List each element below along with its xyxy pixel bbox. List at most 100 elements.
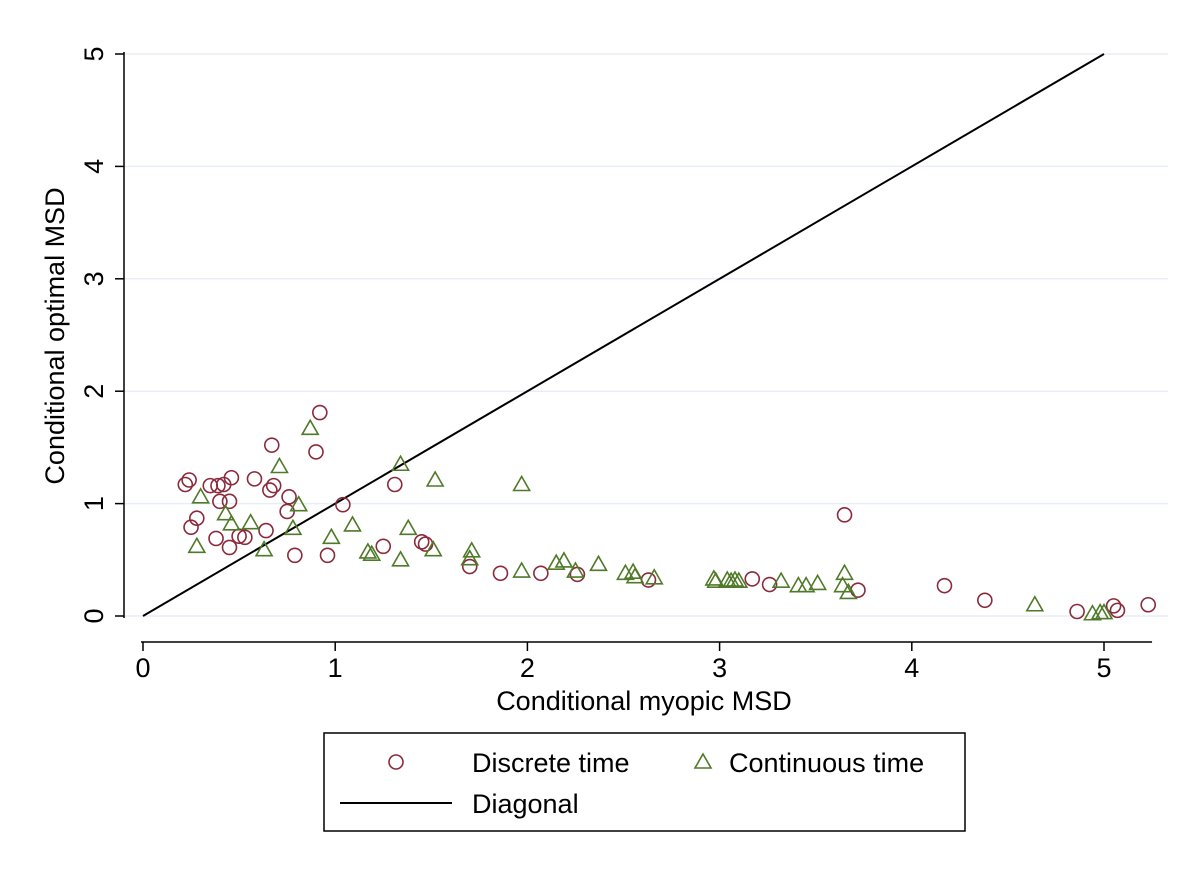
continuous-point: [616, 563, 635, 581]
x-tick-label: 2: [520, 653, 535, 683]
x-tick-label: 1: [328, 653, 343, 683]
discrete-point: [977, 592, 993, 609]
continuous-point: [835, 563, 854, 581]
continuous-point: [391, 454, 410, 472]
y-tick-label: 2: [79, 384, 109, 399]
discrete-point: [212, 493, 228, 510]
discrete-point: [319, 547, 336, 564]
continuous-point: [1083, 604, 1102, 621]
x-tick-label: 3: [712, 653, 727, 683]
y-tick-label: 3: [79, 271, 109, 286]
discrete-point: [308, 444, 324, 460]
x-axis-title: Conditional myopic MSD: [496, 686, 792, 716]
discrete-point: [210, 477, 226, 494]
continuous-point: [191, 487, 211, 504]
y-tick-label: 1: [79, 496, 109, 511]
continuous-point: [460, 549, 480, 566]
discrete-point: [1109, 602, 1126, 619]
continuous-point: [625, 567, 645, 584]
x-tick-label: 5: [1096, 653, 1111, 683]
continuous-point: [1025, 595, 1045, 612]
discrete-point: [492, 565, 509, 582]
legend-circle-icon: [388, 754, 404, 770]
continuous-point: [423, 540, 443, 557]
continuous-point: [833, 576, 852, 593]
y-axis-title: Conditional optimal MSD: [40, 187, 70, 484]
continuous-point: [554, 551, 574, 568]
y-tick-label: 5: [79, 46, 109, 61]
legend: Discrete time Continuous time Diagonal: [323, 732, 966, 832]
discrete-point: [312, 404, 328, 421]
x-tick-label: 0: [135, 653, 150, 683]
legend-label-discrete: Discrete time: [472, 748, 630, 778]
continuous-point: [512, 561, 532, 578]
continuous-point: [771, 571, 791, 588]
discrete-point: [181, 472, 197, 488]
discrete-point: [258, 522, 274, 539]
continuous-point: [254, 540, 274, 557]
legend-triangle-icon: [693, 752, 713, 769]
continuous-point: [838, 582, 858, 600]
continuous-point: [706, 571, 726, 588]
continuous-point: [546, 553, 566, 570]
continuous-point: [725, 570, 745, 587]
legend-label-continuous: Continuous time: [729, 748, 924, 778]
continuous-point: [222, 514, 241, 531]
discrete-point: [386, 476, 403, 493]
discrete-point: [533, 565, 549, 582]
discrete-point: [836, 507, 853, 523]
continuous-point: [216, 504, 236, 521]
continuous-point: [398, 518, 418, 536]
discrete-point: [850, 582, 866, 598]
discrete-point: [936, 577, 953, 594]
continuous-point: [241, 513, 261, 530]
continuous-point: [589, 554, 608, 572]
discrete-point: [1105, 598, 1122, 614]
discrete-point: [189, 510, 205, 527]
continuous-point: [362, 544, 382, 561]
data-layer: [142, 53, 1157, 621]
legend-label-diagonal: Diagonal: [472, 789, 579, 819]
discrete-point: [287, 547, 303, 564]
discrete-point: [1069, 603, 1085, 620]
continuous-point: [358, 542, 378, 559]
discrete-point: [237, 529, 253, 546]
continuous-point: [566, 561, 585, 578]
continuous-point: [289, 495, 309, 512]
continuous-point: [321, 527, 341, 545]
continuous-point: [283, 518, 303, 536]
discrete-point: [177, 476, 194, 493]
discrete-point: [375, 538, 392, 555]
discrete-point: [221, 493, 238, 510]
discrete-point: [761, 576, 778, 593]
continuous-point: [512, 474, 532, 492]
discrete-point: [265, 477, 282, 494]
discrete-point: [417, 536, 434, 552]
continuous-point: [187, 536, 207, 554]
discrete-point: [263, 437, 280, 453]
discrete-point: [461, 558, 478, 575]
discrete-point: [221, 539, 238, 556]
continuous-point: [343, 515, 362, 532]
continuous-point: [270, 456, 289, 474]
x-tick-label: 4: [904, 653, 919, 683]
grid-layer: [124, 53, 1168, 617]
discrete-point: [413, 534, 430, 550]
continuous-point: [1094, 603, 1114, 620]
discrete-point: [281, 489, 297, 505]
continuous-point: [425, 470, 445, 487]
discrete-point: [262, 482, 278, 498]
discrete-point: [1140, 596, 1157, 613]
diagonal-line: [142, 53, 1105, 617]
continuous-point: [300, 418, 320, 436]
continuous-point: [391, 550, 410, 567]
discrete-point: [223, 469, 240, 486]
discrete-point: [335, 496, 351, 513]
discrete-point: [744, 571, 761, 587]
continuous-point: [644, 568, 664, 585]
continuous-point: [808, 573, 828, 591]
continuous-point: [729, 571, 749, 588]
y-tick-label: 0: [79, 608, 109, 623]
